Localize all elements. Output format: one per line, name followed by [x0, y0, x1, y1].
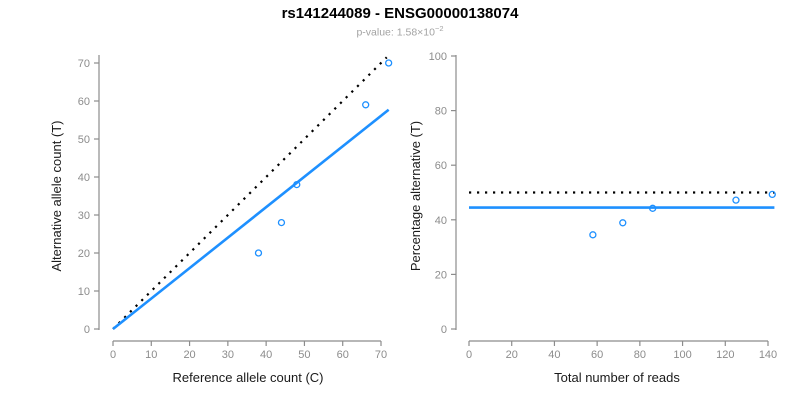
left-y-tick-label: 30 — [78, 210, 90, 222]
right-data-point — [619, 219, 627, 227]
right-x-tick-label: 100 — [673, 349, 691, 361]
left-x-tick-label: 60 — [337, 349, 349, 361]
pvalue-text: p-value: 1.58×10 — [356, 26, 435, 39]
right-y-tick-label: 60 — [435, 160, 447, 172]
plot-subtitle: p-value: 1.58×10−2 — [0, 24, 800, 39]
pvalue-exponent: −2 — [434, 24, 444, 33]
left-data-point — [385, 59, 393, 67]
plot-title: rs141244089 - ENSG00000138074 — [281, 5, 519, 22]
right-x-tick-label: 140 — [759, 349, 777, 361]
left-data-point — [254, 249, 263, 257]
left-identity-line — [112, 56, 388, 330]
left-data-point — [362, 101, 370, 109]
right-x-tick-label: 120 — [716, 349, 734, 361]
left-x-axis-title: Reference allele count (C) — [172, 370, 323, 385]
left-y-tick-label: 50 — [78, 134, 90, 146]
right-y-tick-label: 100 — [429, 51, 447, 63]
left-y-tick-label: 0 — [84, 324, 90, 336]
right-y-tick-label: 80 — [435, 106, 447, 118]
right-x-axis-title: Total number of reads — [554, 370, 680, 385]
right-y-tick-label: 0 — [441, 324, 447, 336]
right-x-tick-label: 80 — [634, 349, 646, 361]
left-y-tick-label: 40 — [78, 172, 90, 184]
right-x-tick-label: 40 — [548, 349, 560, 361]
right-x-tick-label: 20 — [506, 349, 518, 361]
left-y-tick-label: 10 — [78, 286, 90, 298]
left-y-tick-label: 20 — [78, 248, 90, 260]
left-x-tick-label: 50 — [298, 349, 310, 361]
right-data-point — [732, 196, 740, 204]
right-y-tick-label: 20 — [435, 269, 447, 281]
right-y-axis-title: Percentage alternative (T) — [408, 121, 423, 271]
left-x-tick-label: 10 — [145, 349, 157, 361]
left-x-tick-label: 40 — [260, 349, 272, 361]
left-y-tick-label: 70 — [78, 58, 90, 70]
right-x-tick-label: 60 — [591, 349, 603, 361]
left-y-axis-title: Alternative allele count (T) — [49, 120, 64, 271]
left-x-tick-label: 20 — [183, 349, 195, 361]
right-data-point — [649, 204, 657, 212]
left-x-tick-label: 0 — [110, 349, 116, 361]
left-data-point — [293, 180, 301, 189]
right-y-tick-label: 40 — [435, 215, 447, 227]
right-data-point — [768, 190, 776, 199]
left-data-point — [277, 218, 286, 227]
left-x-tick-label: 30 — [222, 349, 234, 361]
left-fit-line — [112, 108, 390, 331]
left-x-tick-label: 70 — [375, 349, 387, 361]
left-y-tick-label: 60 — [78, 96, 90, 108]
right-data-point — [589, 231, 597, 239]
right-x-tick-label: 0 — [466, 349, 472, 361]
